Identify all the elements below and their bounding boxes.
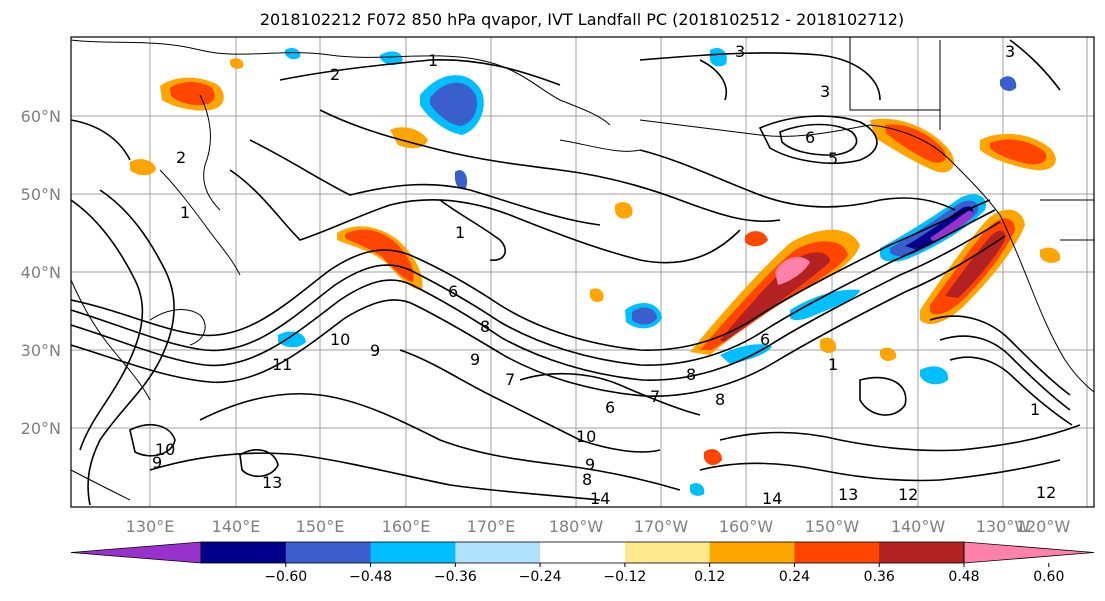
contour-label: 3 bbox=[820, 82, 830, 101]
contour-lines bbox=[71, 39, 1081, 506]
colorbar-segment bbox=[624, 542, 711, 563]
contour-label: 10 bbox=[576, 427, 596, 446]
contour-label: 8 bbox=[582, 470, 592, 489]
contour-label: 10 bbox=[330, 330, 350, 349]
contour-label: 6 bbox=[760, 330, 770, 349]
lon-label: 160°E bbox=[382, 517, 431, 536]
contour-label: 2 bbox=[176, 148, 186, 167]
lat-label: 20°N bbox=[21, 419, 61, 438]
contour-label: 5 bbox=[828, 149, 838, 168]
colorbar-segment bbox=[709, 542, 795, 563]
contour-label: 12 bbox=[898, 485, 918, 504]
contour-label: 8 bbox=[686, 365, 696, 384]
longitude-labels: 130°E 140°E 150°E 160°E 170°E 180°W 170°… bbox=[126, 517, 1071, 536]
colorbar-tick-label: −0.12 bbox=[603, 569, 646, 585]
gridlines bbox=[71, 37, 1094, 507]
contour-label: 13 bbox=[262, 473, 282, 492]
lon-label: 160°W bbox=[719, 517, 774, 536]
contour-label: 2 bbox=[330, 65, 340, 84]
lon-label: 180°W bbox=[549, 517, 604, 536]
positive-anomaly-fills bbox=[130, 58, 1061, 466]
colorbar-tick-label: 0.12 bbox=[694, 569, 725, 585]
colorbar-segment bbox=[540, 542, 626, 563]
colorbar-segment bbox=[794, 542, 880, 563]
contour-label: 3 bbox=[1005, 42, 1015, 61]
contour-label: 6 bbox=[805, 128, 815, 147]
contour-label: 1 bbox=[428, 51, 438, 70]
contour-label: 1 bbox=[455, 223, 465, 242]
lat-label: 50°N bbox=[21, 185, 61, 204]
latitude-labels: 60°N 50°N 40°N 30°N 20°N bbox=[21, 107, 61, 438]
contour-label: 6 bbox=[448, 282, 458, 301]
contour-label: 1 bbox=[828, 355, 838, 374]
colorbar: −0.60 −0.48 −0.36 −0.24 −0.12 0.12 0.24 0.36 0.4… bbox=[70, 541, 1095, 585]
contour-label: 14 bbox=[762, 489, 782, 508]
lon-label: 140°W bbox=[891, 517, 946, 536]
colorbar-tick-label: 0.48 bbox=[948, 569, 979, 585]
colorbar-tick-label: −0.60 bbox=[264, 569, 307, 585]
lon-label: 170°W bbox=[634, 517, 689, 536]
colorbar-tick-label: −0.48 bbox=[349, 569, 392, 585]
contour-label: 8 bbox=[715, 390, 725, 409]
colorbar-segment bbox=[455, 542, 541, 563]
colorbar-tick-label: 0.24 bbox=[779, 569, 810, 585]
lon-label: 120°W bbox=[1016, 517, 1071, 536]
contour-label: 9 bbox=[470, 350, 480, 369]
contour-label: 14 bbox=[590, 489, 610, 508]
lat-label: 40°N bbox=[21, 263, 61, 282]
contour-label: 12 bbox=[1036, 483, 1056, 502]
contour-label: 11 bbox=[272, 355, 292, 374]
contour-label: 8 bbox=[480, 317, 490, 336]
colorbar-tick-label: −0.24 bbox=[519, 569, 562, 585]
colorbar-extend-low bbox=[70, 541, 202, 564]
contour-label: 10 bbox=[155, 440, 175, 459]
lat-label: 60°N bbox=[21, 107, 61, 126]
lat-label: 30°N bbox=[21, 341, 61, 360]
colorbar-frame bbox=[200, 541, 965, 564]
colorbar-tick-label: −0.36 bbox=[434, 569, 477, 585]
contour-label: 9 bbox=[370, 341, 380, 360]
lon-label: 150°E bbox=[296, 517, 345, 536]
map-frame bbox=[70, 36, 1095, 508]
lon-label: 130°W bbox=[976, 517, 1031, 536]
contour-label: 3 bbox=[735, 42, 745, 61]
colorbar-tick-label: 0.60 bbox=[1033, 569, 1064, 585]
colorbar-segment bbox=[201, 542, 287, 563]
contour-label: 13 bbox=[838, 485, 858, 504]
contour-label: 1 bbox=[1030, 400, 1040, 419]
colorbar-segment bbox=[879, 542, 965, 563]
colorbar-segment bbox=[285, 542, 372, 563]
colorbar-tick-label: 0.36 bbox=[864, 569, 895, 585]
colorbar-extend-high bbox=[963, 541, 1095, 564]
contour-label: 7 bbox=[505, 370, 515, 389]
contour-label: 6 bbox=[605, 398, 615, 417]
contour-label: 7 bbox=[650, 387, 660, 406]
lon-label: 150°W bbox=[805, 517, 860, 536]
figure-title: 2018102212 F072 850 hPa qvapor, IVT Land… bbox=[260, 10, 904, 29]
colorbar-segment bbox=[370, 542, 456, 563]
contour-label: 1 bbox=[180, 203, 190, 222]
lon-label: 140°E bbox=[212, 517, 261, 536]
negative-anomaly-fills bbox=[278, 47, 1017, 496]
contour-label-group: 2 1 3 3 3 6 5 2 1 1 6 8 9 10 6 7 8 9 10 … bbox=[152, 42, 1056, 508]
coastlines bbox=[71, 37, 1094, 501]
contour-label: 9 bbox=[152, 453, 162, 472]
lon-label: 170°E bbox=[467, 517, 516, 536]
lon-label: 130°E bbox=[126, 517, 175, 536]
contour-label: 9 bbox=[585, 455, 595, 474]
